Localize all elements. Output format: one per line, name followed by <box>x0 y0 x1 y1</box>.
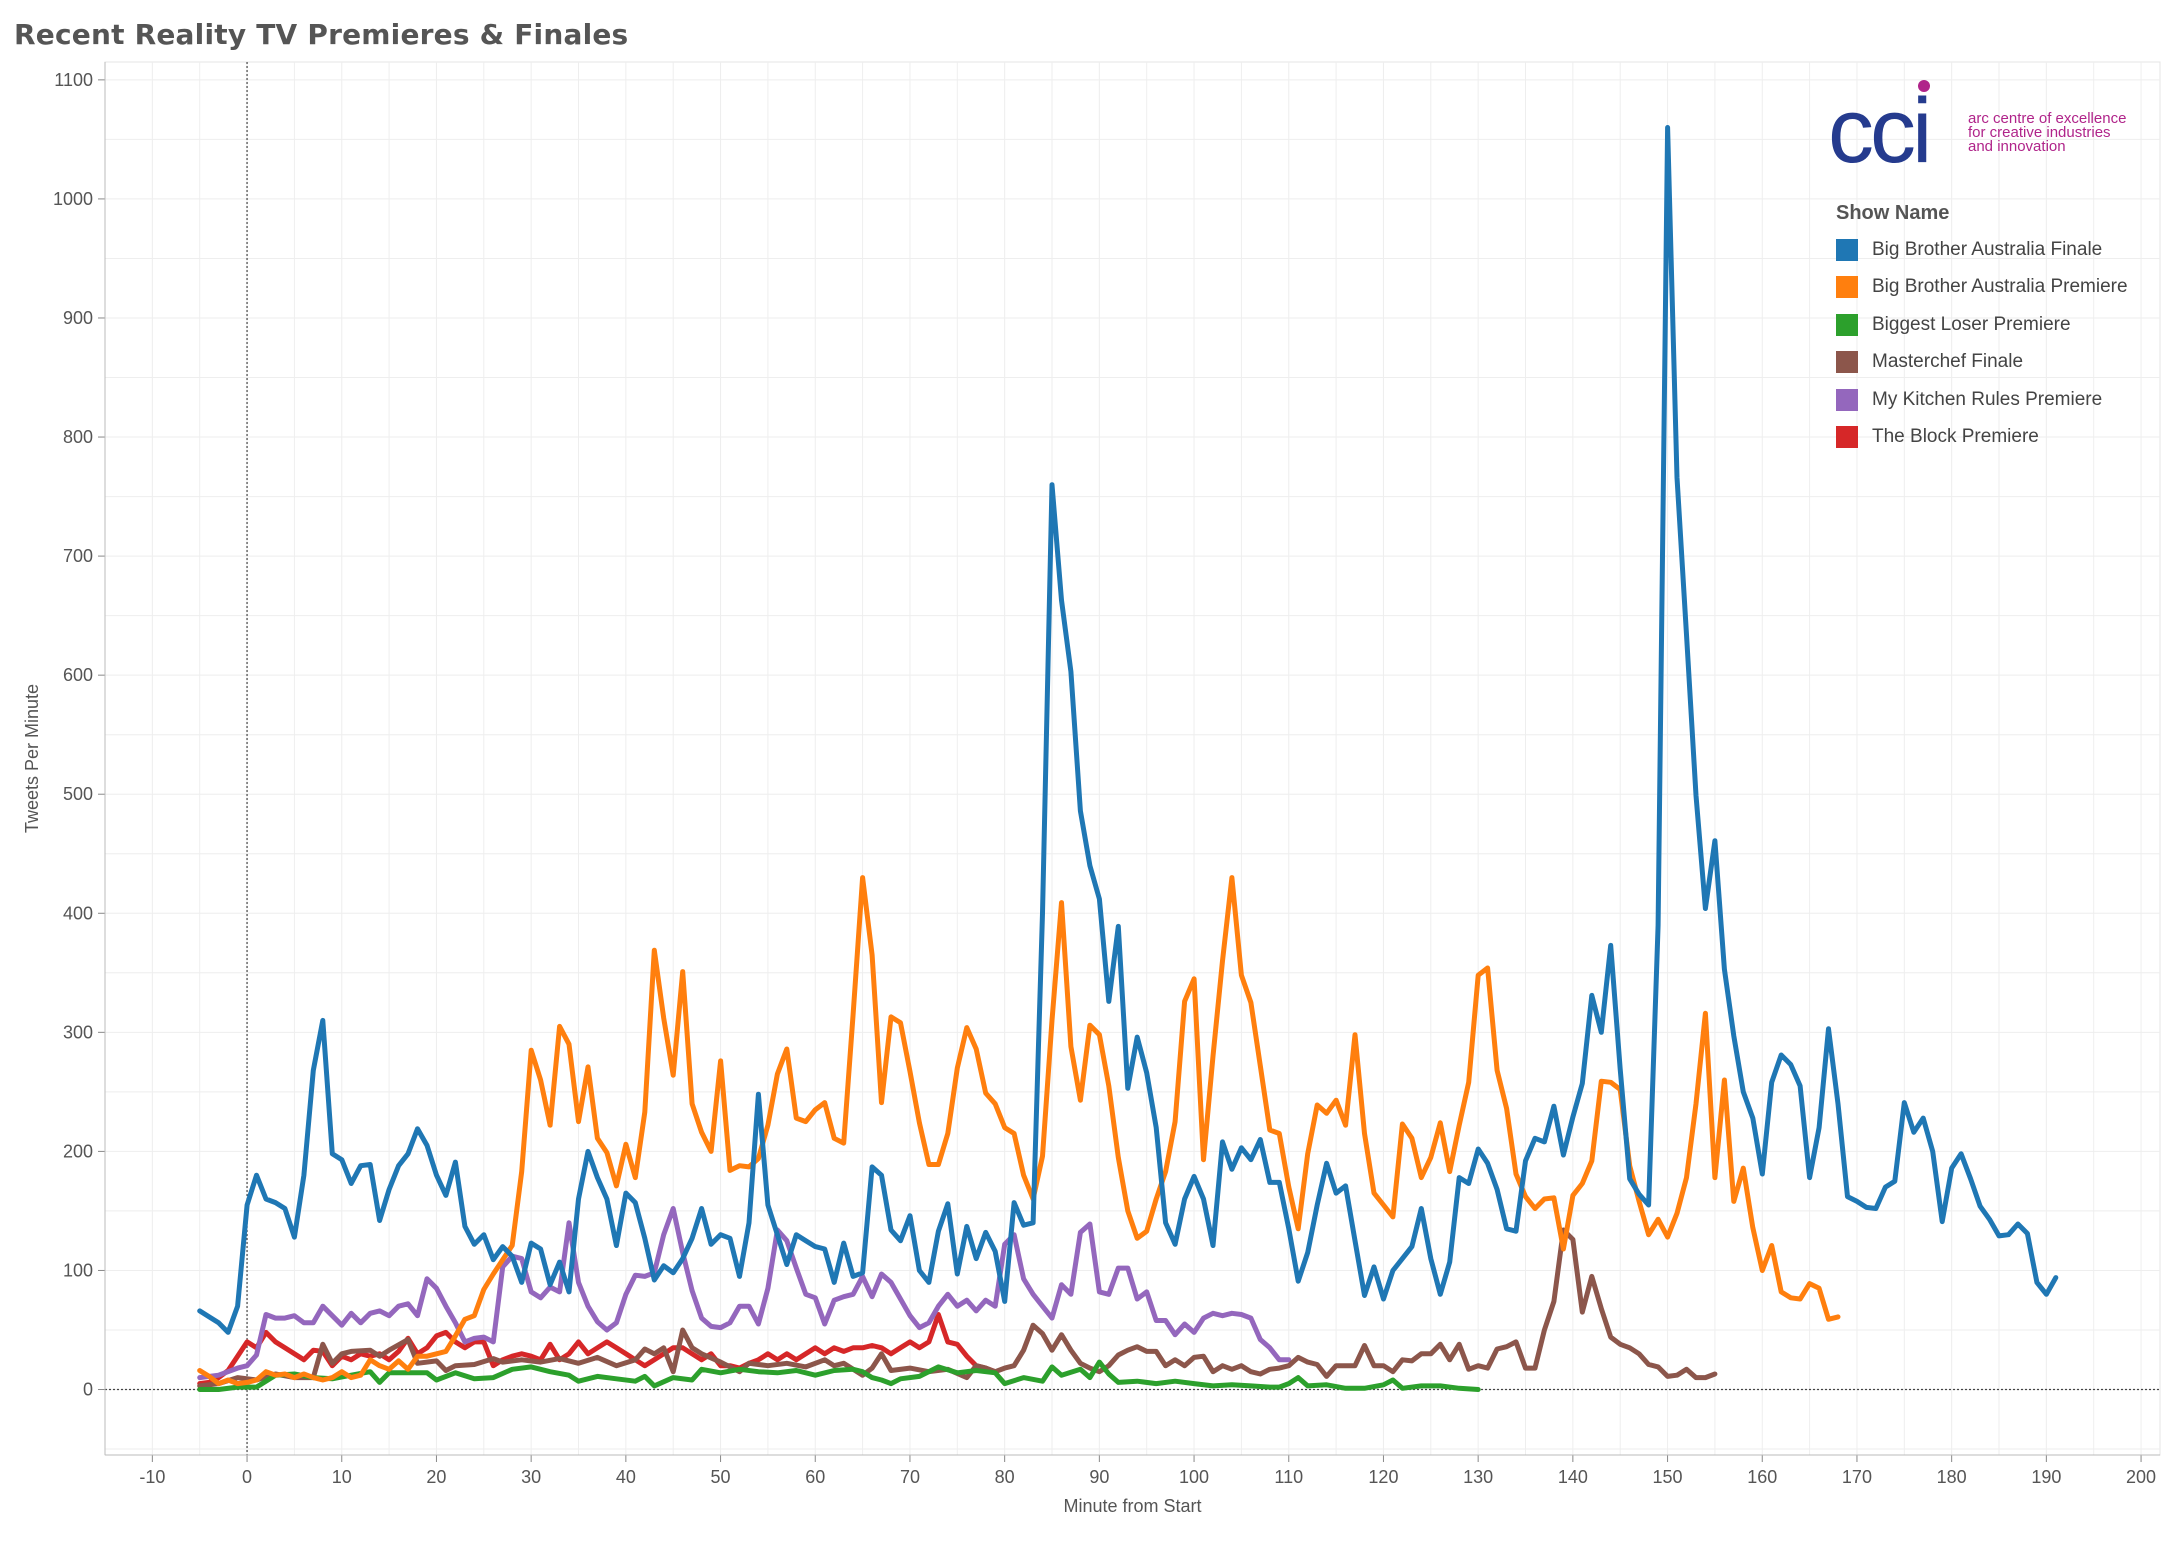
x-tick-label: 140 <box>1558 1467 1588 1487</box>
x-tick-label: 150 <box>1653 1467 1683 1487</box>
x-tick-label: -10 <box>139 1467 165 1487</box>
legend-item[interactable]: My Kitchen Rules Premiere <box>1836 381 2128 419</box>
legend-item[interactable]: Big Brother Australia Premiere <box>1836 269 2128 307</box>
y-tick-label: 1100 <box>54 70 93 90</box>
legend-item[interactable]: Big Brother Australia Finale <box>1836 231 2128 269</box>
x-tick-label: 160 <box>1747 1467 1777 1487</box>
x-tick-label: 180 <box>1937 1467 1967 1487</box>
legend-label: My Kitchen Rules Premiere <box>1872 388 2103 410</box>
legend-swatch <box>1836 426 1858 449</box>
legend: Show Name Big Brother Australia Finale Bi… <box>1836 202 2128 456</box>
legend-swatch <box>1836 238 1858 261</box>
legend-label: Biggest Loser Premiere <box>1872 313 2071 335</box>
legend-item[interactable]: Biggest Loser Premiere <box>1836 306 2128 344</box>
x-tick-label: 70 <box>900 1467 920 1487</box>
series-line-big-brother-australia-finale <box>197 125 2059 1335</box>
legend-items: Big Brother Australia Finale Big Brother … <box>1836 231 2128 456</box>
x-tick-label: 110 <box>1274 1467 1303 1487</box>
legend-item[interactable]: Masterchef Finale <box>1836 344 2128 382</box>
legend-swatch <box>1836 313 1858 336</box>
series-line-my-kitchen-rules-premiere <box>197 1206 1292 1381</box>
y-tick-label: 800 <box>63 427 93 447</box>
x-tick-label: 0 <box>242 1467 252 1487</box>
cci-logo-lettering: cci <box>1828 80 1928 174</box>
series-line-biggest-loser-premiere <box>197 1359 1481 1392</box>
y-tick-label: 1000 <box>53 189 93 209</box>
series-line-big-brother-australia-premiere <box>197 875 1841 1387</box>
x-tick-label: 30 <box>521 1467 541 1487</box>
y-tick-label: 900 <box>63 308 93 328</box>
series-lines <box>197 125 2059 1392</box>
chart-title: Recent Reality TV Premieres & Finales <box>14 18 629 51</box>
legend-label: Masterchef Finale <box>1872 351 2024 373</box>
axes: -10 0 10 20 30 40 50 60 70 80 90 100 110 120 130 140 150… <box>53 62 2160 1487</box>
logo-line-2: for creative industries <box>1968 124 2111 141</box>
legend-swatch <box>1836 388 1858 411</box>
legend-label: Big Brother Australia Premiere <box>1872 276 2128 298</box>
cci-logo-text: arc centre of excellence for creative in… <box>1968 110 2127 155</box>
x-tick-label: 120 <box>1368 1467 1398 1487</box>
x-axis-title: Minute from Start <box>1063 1496 1201 1516</box>
y-tick-label: 400 <box>63 903 93 923</box>
y-tick-label: 0 <box>83 1380 93 1400</box>
x-tick-label: 20 <box>426 1467 446 1487</box>
x-tick-label: 60 <box>805 1467 825 1487</box>
x-tick-label: 170 <box>1842 1467 1872 1487</box>
x-tick-label: 80 <box>995 1467 1015 1487</box>
x-tick-label: 50 <box>711 1467 731 1487</box>
y-axis-title: Tweets Per Minute <box>22 684 42 833</box>
cci-logo: cci arc centre of excellence for creativ… <box>1828 78 2158 182</box>
x-tick-label: 40 <box>616 1467 636 1487</box>
x-tick-label: 190 <box>2031 1467 2061 1487</box>
x-tick-label: 90 <box>1089 1467 1109 1487</box>
x-tick-label: 200 <box>2126 1467 2156 1487</box>
grid-lines <box>104 61 2161 1456</box>
y-tick-label: 500 <box>63 784 93 804</box>
cci-logo-mark: cci <box>1828 80 1932 182</box>
y-tick-label: 200 <box>63 1141 93 1161</box>
legend-swatch <box>1836 276 1858 299</box>
logo-line-3: and innovation <box>1968 138 2066 155</box>
y-tick-label: 100 <box>63 1260 93 1280</box>
legend-label: Big Brother Australia Finale <box>1872 238 2103 260</box>
legend-item[interactable]: The Block Premiere <box>1836 419 2128 457</box>
y-tick-label: 700 <box>63 546 93 566</box>
legend-title: Show Name <box>1836 202 1950 224</box>
legend-swatch <box>1836 351 1858 374</box>
x-tick-label: 130 <box>1463 1467 1493 1487</box>
legend-label: The Block Premiere <box>1872 426 2039 448</box>
logo-line-1: arc centre of excellence <box>1968 110 2127 127</box>
y-tick-label: 600 <box>63 665 93 685</box>
y-tick-label: 300 <box>63 1022 93 1042</box>
x-tick-label: 100 <box>1179 1467 1209 1487</box>
x-tick-label: 10 <box>332 1467 352 1487</box>
